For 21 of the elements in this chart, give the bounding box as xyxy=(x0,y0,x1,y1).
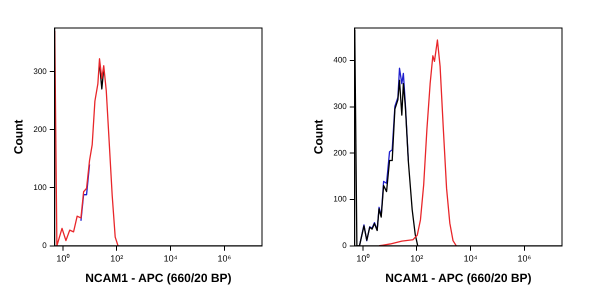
y-tick-label: 0 xyxy=(342,241,348,250)
x-axis-title: NCAM1 - APC (660/20 BP) xyxy=(85,271,232,286)
x-tick-label: 10⁶ xyxy=(218,254,232,264)
x-tick-label: 10⁰ xyxy=(356,254,370,264)
y-tick-label: 200 xyxy=(33,124,48,134)
y-tick-label: 300 xyxy=(33,66,48,76)
y-axis-title: Count xyxy=(12,120,26,154)
y-axis-title: Count xyxy=(312,120,326,154)
x-tick-label: 10² xyxy=(410,254,424,264)
y-tick-label: 200 xyxy=(333,148,348,158)
y-tick-label: 0 xyxy=(42,241,48,250)
y-tick-label: 100 xyxy=(33,182,48,192)
y-tick-label: 100 xyxy=(333,194,348,204)
x-tick-label: 10⁴ xyxy=(164,254,178,264)
x-axis-title: NCAM1 - APC (660/20 BP) xyxy=(385,271,532,286)
x-tick-label: 10⁴ xyxy=(464,254,478,264)
x-tick-label: 10⁰ xyxy=(56,254,70,264)
y-tick-label: 300 xyxy=(333,102,348,111)
x-tick-label: 10² xyxy=(110,254,124,264)
x-tick-label: 10⁶ xyxy=(518,254,532,264)
y-tick-label: 400 xyxy=(333,56,348,65)
